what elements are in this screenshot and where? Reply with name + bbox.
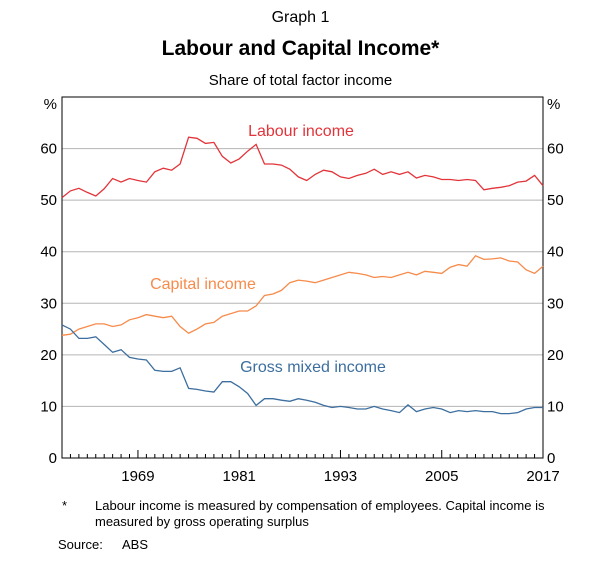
y-tick-label-right-0: 0 bbox=[547, 450, 555, 467]
plot-frame bbox=[61, 96, 544, 459]
chart-title: Labour and Capital Income* bbox=[161, 37, 440, 60]
y-tick-label-left-60: 60 bbox=[40, 141, 57, 158]
annotation-gross-mixed-income: Gross mixed income bbox=[240, 359, 386, 376]
x-tick-label-1993: 1993 bbox=[324, 468, 357, 485]
y-tick-label-right-10: 10 bbox=[547, 398, 564, 415]
footnote-marker: * bbox=[62, 498, 68, 513]
series-line-capital-income bbox=[61, 255, 544, 336]
series-line-gross-mixed-income bbox=[61, 324, 543, 415]
y-tick-label-left-10: 10 bbox=[40, 398, 57, 415]
y-tick-label-right-20: 20 bbox=[547, 347, 564, 364]
y-tick-label-right-30: 30 bbox=[547, 295, 564, 312]
x-tick-label-2005: 2005 bbox=[425, 468, 458, 485]
footnote-text: Labour income is measured by compensatio… bbox=[95, 498, 545, 529]
chart-subtitle: Share of total factor income bbox=[208, 72, 393, 89]
y-tick-label-right-60: 60 bbox=[547, 141, 564, 158]
annotation-capital-income: Capital income bbox=[150, 276, 256, 293]
x-tick-label-1981: 1981 bbox=[223, 468, 256, 485]
y-tick-label-left-50: 50 bbox=[40, 192, 57, 209]
y-tick-label-left-30: 30 bbox=[40, 295, 57, 312]
y-tick-label-left-0: 0 bbox=[49, 450, 57, 467]
y-unit-right: % bbox=[547, 96, 560, 113]
source-value: ABS bbox=[122, 537, 149, 552]
y-tick-label-left-40: 40 bbox=[40, 244, 57, 261]
y-tick-label-right-50: 50 bbox=[547, 192, 564, 209]
source-label: Source: bbox=[58, 537, 103, 552]
series-line-labour-income bbox=[61, 136, 544, 199]
y-tick-label-left-20: 20 bbox=[40, 347, 57, 364]
y-unit-left: % bbox=[44, 96, 57, 113]
annotation-labour-income: Labour income bbox=[248, 123, 354, 140]
x-tick-label-1969: 1969 bbox=[121, 468, 154, 485]
x-tick-label-2017: 2017 bbox=[526, 468, 559, 485]
graph-label: Graph 1 bbox=[271, 9, 330, 26]
y-tick-label-right-40: 40 bbox=[547, 244, 564, 261]
